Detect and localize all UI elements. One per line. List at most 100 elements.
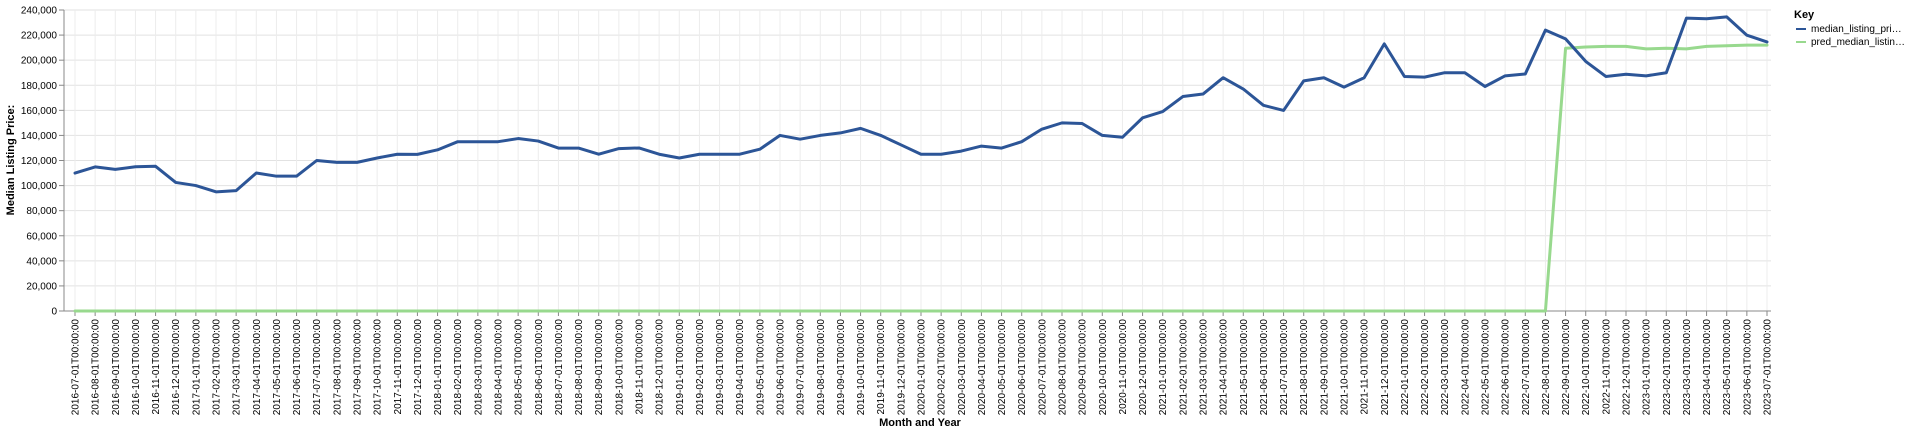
- series-line-1: [73, 15, 1769, 194]
- x-tick-label: 2019-10-01T00:00:00: [856, 319, 867, 416]
- x-tick-label: 2018-06-01T00:00:00: [534, 319, 545, 416]
- x-tick-label: 2019-01-01T00:00:00: [675, 319, 686, 416]
- x-tick-label: 2019-05-01T00:00:00: [755, 319, 766, 416]
- y-tick-label: 220,000: [21, 31, 58, 42]
- legend-title: Key: [1794, 9, 1815, 21]
- x-tick-label: 2016-10-01T00:00:00: [131, 319, 142, 416]
- x-tick-label: 2018-11-01T00:00:00: [635, 319, 646, 415]
- x-tick-label: 2017-12-01T00:00:00: [413, 319, 424, 416]
- x-tick-label: 2020-04-01T00:00:00: [977, 319, 988, 416]
- x-tick-label: 2023-05-01T00:00:00: [1722, 319, 1733, 416]
- y-tick-label: 120,000: [21, 156, 58, 167]
- x-tick-label: 2016-12-01T00:00:00: [171, 319, 182, 416]
- y-tick-label: 0: [51, 307, 57, 318]
- x-tick-label: 2016-11-01T00:00:00: [151, 319, 162, 415]
- x-tick-label: 2021-11-01T00:00:00: [1360, 319, 1371, 415]
- x-tick-label: 2023-07-01T00:00:00: [1763, 319, 1774, 416]
- y-tick-label: 240,000: [21, 6, 58, 17]
- x-tick-label: 2017-03-01T00:00:00: [232, 319, 243, 416]
- x-tick-label: 2020-12-01T00:00:00: [1138, 319, 1149, 416]
- y-tick-label: 160,000: [21, 106, 58, 117]
- x-tick-label: 2022-02-01T00:00:00: [1420, 319, 1431, 416]
- x-axis: 2016-07-01T00:00:00 2016-08-01T00:00:00 20…: [64, 310, 1774, 416]
- y-tick-label: 100,000: [21, 181, 58, 192]
- x-tick-label: 2018-05-01T00:00:00: [514, 319, 525, 416]
- series-line-2: [73, 43, 1769, 313]
- y-tick-label: 20,000: [26, 281, 57, 292]
- x-tick-label: 2022-06-01T00:00:00: [1501, 319, 1512, 416]
- y-tick-label: 180,000: [21, 81, 58, 92]
- x-tick-label: 2021-05-01T00:00:00: [1239, 319, 1250, 416]
- x-tick-label: 2019-08-01T00:00:00: [816, 319, 827, 416]
- x-tick-label: 2022-05-01T00:00:00: [1481, 319, 1492, 416]
- x-tick-label: 2017-01-01T00:00:00: [191, 319, 202, 416]
- x-tick-label: 2021-01-01T00:00:00: [1158, 319, 1169, 416]
- x-tick-label: 2018-04-01T00:00:00: [494, 319, 505, 416]
- y-tick-label: 200,000: [21, 56, 58, 67]
- x-tick-label: 2022-01-01T00:00:00: [1400, 319, 1411, 416]
- x-tick-label: 2019-02-01T00:00:00: [695, 319, 706, 416]
- x-tick-label: 2019-12-01T00:00:00: [896, 319, 907, 416]
- x-tick-label: 2017-05-01T00:00:00: [272, 319, 283, 416]
- x-tick-label: 2022-12-01T00:00:00: [1622, 319, 1633, 416]
- x-tick-label: 2018-09-01T00:00:00: [594, 319, 605, 416]
- x-tick-label: 2021-10-01T00:00:00: [1340, 319, 1351, 416]
- x-tick-label: 2017-07-01T00:00:00: [312, 319, 323, 416]
- x-tick-label: 2017-04-01T00:00:00: [252, 319, 263, 416]
- legend-label: median_listing_pri…: [1811, 24, 1902, 35]
- x-tick-label: 2018-02-01T00:00:00: [453, 319, 464, 416]
- x-tick-label: 2020-01-01T00:00:00: [917, 319, 928, 416]
- x-tick-label: 2022-10-01T00:00:00: [1581, 319, 1592, 416]
- x-tick-label: 2022-03-01T00:00:00: [1440, 319, 1451, 416]
- x-tick-label: 2018-10-01T00:00:00: [614, 319, 625, 416]
- x-tick-label: 2017-02-01T00:00:00: [212, 319, 223, 416]
- x-tick-label: 2023-04-01T00:00:00: [1702, 319, 1713, 416]
- x-tick-label: 2019-04-01T00:00:00: [735, 319, 746, 416]
- legend: Key median_listing_pri… pred_median_listi…: [1794, 9, 1905, 48]
- x-tick-label: 2019-07-01T00:00:00: [796, 319, 807, 416]
- y-axis: 0 20,000 40,000 60,000 80,000 100,000 120,000 1…: [21, 6, 65, 318]
- x-tick-label: 2018-08-01T00:00:00: [574, 319, 585, 416]
- x-tick-label: 2021-07-01T00:00:00: [1279, 319, 1290, 416]
- x-tick-label: 2023-01-01T00:00:00: [1642, 319, 1653, 416]
- x-axis-title: Month and Year: [879, 417, 961, 429]
- x-tick-label: 2020-11-01T00:00:00: [1118, 319, 1129, 415]
- x-tick-label: 2017-09-01T00:00:00: [353, 319, 364, 416]
- grid-lines: [64, 9, 1771, 312]
- x-tick-label: 2020-10-01T00:00:00: [1098, 319, 1109, 416]
- x-tick-label: 2017-06-01T00:00:00: [292, 319, 303, 416]
- x-tick-label: 2017-11-01T00:00:00: [393, 319, 404, 415]
- x-tick-label: 2019-06-01T00:00:00: [776, 319, 787, 416]
- x-tick-label: 2019-03-01T00:00:00: [715, 319, 726, 416]
- x-tick-label: 2023-02-01T00:00:00: [1662, 319, 1673, 416]
- x-tick-label: 2022-08-01T00:00:00: [1541, 319, 1552, 416]
- x-tick-label: 2020-08-01T00:00:00: [1058, 319, 1069, 416]
- x-tick-label: 2018-01-01T00:00:00: [433, 319, 444, 416]
- legend-label: pred_median_listin…: [1811, 37, 1905, 48]
- x-tick-label: 2022-07-01T00:00:00: [1521, 319, 1532, 416]
- x-tick-label: 2018-07-01T00:00:00: [554, 319, 565, 416]
- x-tick-label: 2016-08-01T00:00:00: [91, 319, 102, 416]
- x-tick-label: 2022-11-01T00:00:00: [1601, 319, 1612, 415]
- x-tick-label: 2021-03-01T00:00:00: [1199, 319, 1210, 416]
- y-tick-label: 80,000: [26, 206, 57, 217]
- y-tick-label: 40,000: [26, 256, 57, 267]
- x-tick-label: 2022-09-01T00:00:00: [1561, 319, 1572, 416]
- x-tick-label: 2020-03-01T00:00:00: [957, 319, 968, 416]
- x-tick-label: 2020-02-01T00:00:00: [937, 319, 948, 416]
- x-tick-label: 2019-09-01T00:00:00: [836, 319, 847, 416]
- y-tick-label: 60,000: [26, 231, 57, 242]
- x-tick-label: 2018-12-01T00:00:00: [655, 319, 666, 416]
- x-tick-label: 2016-07-01T00:00:00: [71, 319, 82, 416]
- x-tick-label: 2021-06-01T00:00:00: [1259, 319, 1270, 416]
- x-tick-label: 2023-03-01T00:00:00: [1682, 319, 1693, 416]
- x-tick-label: 2021-04-01T00:00:00: [1219, 319, 1230, 416]
- x-tick-label: 2020-06-01T00:00:00: [1017, 319, 1028, 416]
- x-tick-label: 2021-08-01T00:00:00: [1299, 319, 1310, 416]
- x-tick-label: 2021-12-01T00:00:00: [1380, 319, 1391, 416]
- x-tick-label: 2020-07-01T00:00:00: [1037, 319, 1048, 416]
- x-tick-label: 2021-09-01T00:00:00: [1319, 319, 1330, 416]
- x-tick-label: 2022-04-01T00:00:00: [1460, 319, 1471, 416]
- series-lines: [73, 15, 1769, 313]
